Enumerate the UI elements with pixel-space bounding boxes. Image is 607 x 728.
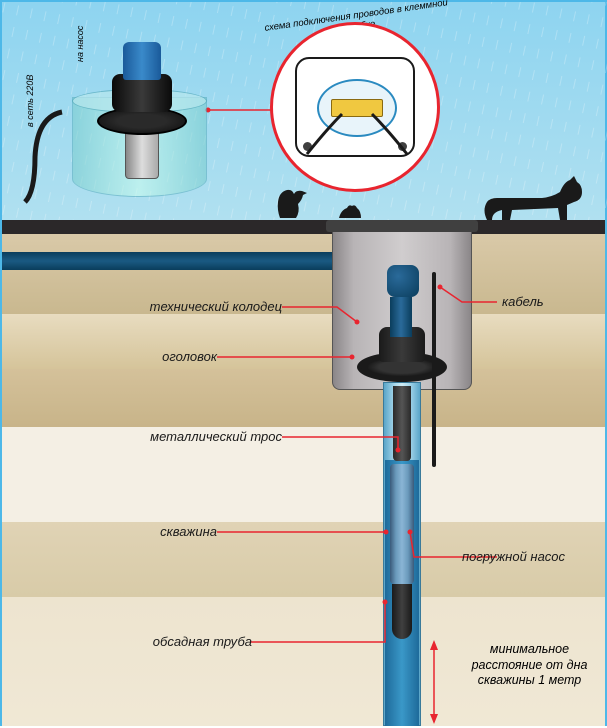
note-line: расстояние от дна [472, 658, 588, 672]
label-tech-well: технический колодец [117, 299, 282, 314]
inner-riser-pipe [393, 386, 411, 461]
note-line: минимальное [490, 642, 569, 656]
label-casing-pipe: обсадная труба [132, 634, 252, 649]
terminal-box [295, 57, 415, 157]
soil-layer [2, 314, 605, 369]
duck-silhouette [272, 180, 314, 220]
bottom-distance-note: минимальное расстояние от дна скважины 1… [457, 642, 602, 689]
vertical-fitting [390, 297, 412, 337]
electric-cable [432, 272, 436, 467]
label-to-pump: на насос [75, 26, 85, 62]
label-to-mains: в сеть 220В [25, 75, 35, 127]
frog-silhouette [337, 202, 363, 220]
ground-surface [2, 220, 605, 234]
inset-terminal-detail [270, 22, 440, 192]
inset-wellhead-device [37, 17, 222, 212]
soil-layer [2, 427, 605, 522]
label-cable: кабель [502, 294, 544, 309]
label-steel-cable: металлический трос [112, 429, 282, 444]
dog-silhouette [482, 170, 587, 222]
label-borehole: скважина [142, 524, 217, 539]
label-wellhead: оголовок [147, 349, 217, 364]
technical-well-cap [326, 220, 478, 232]
submersible-pump [390, 464, 414, 584]
water-supply-pipe [2, 252, 342, 270]
terminal-wires [297, 59, 417, 159]
label-submersible-pump: погружной насос [462, 549, 602, 564]
soil-layer [2, 369, 605, 427]
pump-intake [392, 584, 412, 639]
note-line: скважины 1 метр [478, 673, 582, 687]
